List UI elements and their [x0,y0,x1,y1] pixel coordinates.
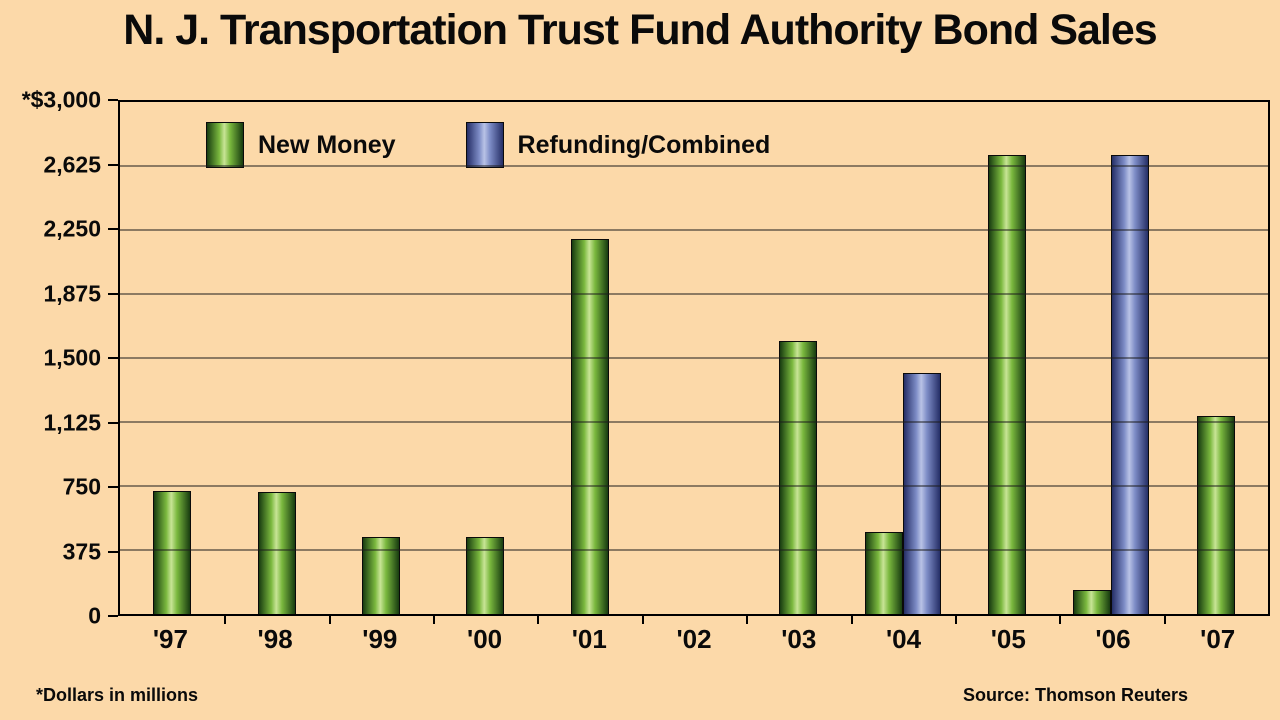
gridline [120,485,1268,487]
y-tick-mark [108,292,118,295]
y-tick-mark [108,228,118,230]
x-tick-mark [1059,615,1062,624]
x-tick-label: '06 [1095,624,1131,654]
y-tick-label: 1,500 [43,344,101,371]
x-tick-label: '04 [885,624,922,654]
x-tick-label: '05 [990,624,1026,654]
legend-item-new-money: New Money [206,122,396,168]
y-tick-mark [108,99,118,101]
bar-new-money-98 [257,491,296,614]
y-tick-label: 0 [88,602,101,629]
footer: *Dollars in millions Source: Thomson Reu… [0,685,1280,706]
x-tick-label: '99 [362,624,398,654]
bars-container [120,102,1268,614]
y-tick-label: 1,875 [43,280,101,306]
bar-new-money-01 [570,238,609,614]
footnote-dollars-in-millions: *Dollars in millions [36,685,199,705]
category-slot-06 [1059,102,1163,614]
x-tick-mark [641,615,644,624]
category-slot-97 [120,102,224,614]
x-tick-label: '02 [676,624,712,654]
x-tick-mark [1163,615,1166,624]
y-tick-mark [108,550,118,553]
x-tick-label: '00 [467,624,503,654]
bar-new-money-03 [779,340,818,614]
x-tick-mark [328,615,331,624]
x-tick-label: '07 [1200,624,1236,654]
category-slot-03 [746,102,850,614]
y-axis: *$3,000 2,625 2,250 1,875 1,500 1,125 750 375 0 [0,87,118,629]
source-credit: Source: Thomson Reuters [962,685,1188,705]
bar-new-money-97 [153,491,192,614]
y-tick-label: 2,625 [43,151,101,177]
category-slot-05 [955,102,1059,614]
x-tick-label: '01 [571,624,607,654]
y-tick-label: 375 [62,538,101,564]
gridline [120,229,1268,231]
legend-swatch-new-money [206,122,244,168]
y-tick-mark [108,421,118,424]
category-slot-07 [1164,102,1268,614]
y-tick-label: 2,250 [43,215,101,242]
x-tick-mark [537,615,540,624]
y-tick-mark [108,163,118,166]
gridline [120,165,1268,167]
x-tick-label: '03 [781,624,817,654]
y-tick-label: 1,125 [43,409,101,435]
legend-swatch-refunding-combined [465,122,504,168]
x-tick-mark [746,615,749,624]
y-tick-label: 750 [62,473,101,500]
category-slot-98 [224,102,328,614]
y-tick-mark [108,357,118,359]
bar-refunding-combined-04 [902,373,941,614]
gridline [120,549,1268,551]
bar-new-money-07 [1196,416,1235,614]
bar-new-money-04 [864,532,903,614]
bar-refunding-combined-06 [1111,154,1150,614]
legend-label-new-money: New Money [258,130,396,159]
x-tick-mark [954,615,957,624]
x-tick-label: '98 [257,624,293,654]
bar-new-money-06 [1073,590,1112,614]
x-tick-mark [224,615,227,624]
y-tick-mark [108,486,118,488]
gridline [120,293,1268,295]
gridline [120,421,1268,423]
bar-new-money-05 [988,154,1027,614]
x-axis: '97 '98 '99 '00 '01 '02 '03 '04 '05 '06 '07 [118,624,1270,655]
x-tick-label: '97 [152,624,188,654]
plot-area: New Money Refunding/Combined [118,100,1270,624]
gridline [120,357,1268,359]
chart-title: N. J. Transportation Trust Fund Authorit… [123,6,1157,54]
category-slot-04 [851,102,955,614]
legend: New Money Refunding/Combined [206,122,770,168]
x-tick-mark [850,615,853,624]
x-tick-mark [433,615,436,624]
y-tick-label: *$3,000 [21,86,101,113]
legend-item-refunding-combined: Refunding/Combined [465,122,771,168]
legend-label-refunding-combined: Refunding/Combined [517,130,771,159]
category-slot-01 [537,102,641,614]
y-tick-mark [108,615,118,617]
